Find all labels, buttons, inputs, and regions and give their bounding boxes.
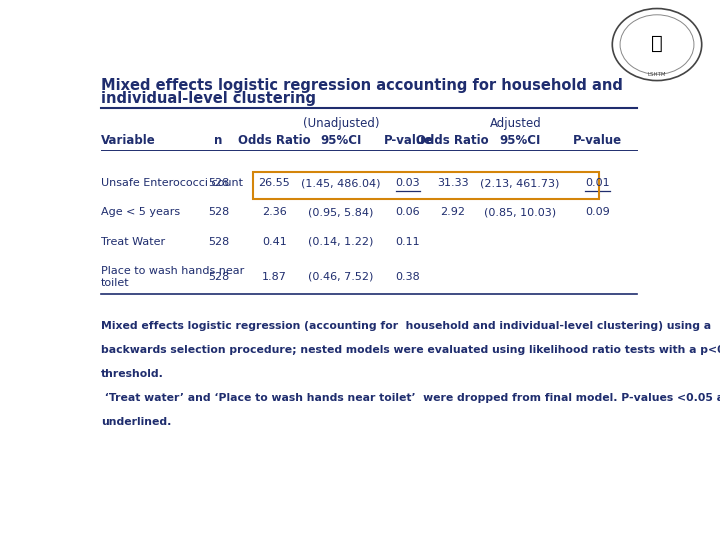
Text: n: n (214, 134, 222, 147)
Text: 0.09: 0.09 (585, 207, 610, 218)
Text: 26.55: 26.55 (258, 178, 290, 188)
Text: individual-level clustering: individual-level clustering (101, 91, 316, 106)
Text: P-value: P-value (573, 134, 622, 147)
Text: 0.11: 0.11 (396, 237, 420, 247)
Text: 95%CI: 95%CI (320, 134, 361, 147)
Text: 2.36: 2.36 (262, 207, 287, 218)
Text: P-value: P-value (384, 134, 433, 147)
Text: Adjusted: Adjusted (490, 117, 541, 130)
Text: (2.13, 461.73): (2.13, 461.73) (480, 178, 559, 188)
Text: LSHTM: LSHTM (648, 72, 666, 77)
Text: 0.06: 0.06 (396, 207, 420, 218)
Text: Mixed effects logistic regression (accounting for  household and individual-leve: Mixed effects logistic regression (accou… (101, 321, 711, 330)
Text: 31.33: 31.33 (437, 178, 469, 188)
Text: backwards selection procedure; nested models were evaluated using likelihood rat: backwards selection procedure; nested mo… (101, 345, 720, 355)
Text: Treat Water: Treat Water (101, 237, 166, 247)
Text: Odds Ratio: Odds Ratio (416, 134, 489, 147)
Text: 0.03: 0.03 (396, 178, 420, 188)
Text: Variable: Variable (101, 134, 156, 147)
Text: (1.45, 486.04): (1.45, 486.04) (302, 178, 381, 188)
Text: (Unadjusted): (Unadjusted) (303, 117, 379, 130)
Text: 528: 528 (207, 237, 229, 247)
Text: 528: 528 (207, 272, 229, 282)
Text: 95%CI: 95%CI (499, 134, 540, 147)
Text: Mixed effects logistic regression accounting for household and: Mixed effects logistic regression accoun… (101, 78, 623, 93)
Text: 🦁: 🦁 (651, 33, 663, 52)
Text: Place to wash hands near
toilet: Place to wash hands near toilet (101, 266, 244, 288)
Text: threshold.: threshold. (101, 369, 164, 379)
Text: 2.92: 2.92 (440, 207, 465, 218)
Text: (0.14, 1.22): (0.14, 1.22) (308, 237, 374, 247)
Text: ‘Treat water’ and ‘Place to wash hands near toilet’  were dropped from final mod: ‘Treat water’ and ‘Place to wash hands n… (101, 393, 720, 403)
Text: 1.87: 1.87 (261, 272, 287, 282)
Text: (0.85, 10.03): (0.85, 10.03) (484, 207, 556, 218)
Text: underlined.: underlined. (101, 417, 171, 427)
Text: (0.46, 7.52): (0.46, 7.52) (308, 272, 374, 282)
Text: 528: 528 (207, 207, 229, 218)
Text: 528: 528 (207, 178, 229, 188)
Text: Unsafe Enterococci count: Unsafe Enterococci count (101, 178, 243, 188)
Text: Age < 5 years: Age < 5 years (101, 207, 180, 218)
Text: 0.38: 0.38 (396, 272, 420, 282)
Text: (0.95, 5.84): (0.95, 5.84) (308, 207, 374, 218)
Text: Odds Ratio: Odds Ratio (238, 134, 310, 147)
Text: 0.41: 0.41 (262, 237, 287, 247)
Text: 0.01: 0.01 (585, 178, 610, 188)
